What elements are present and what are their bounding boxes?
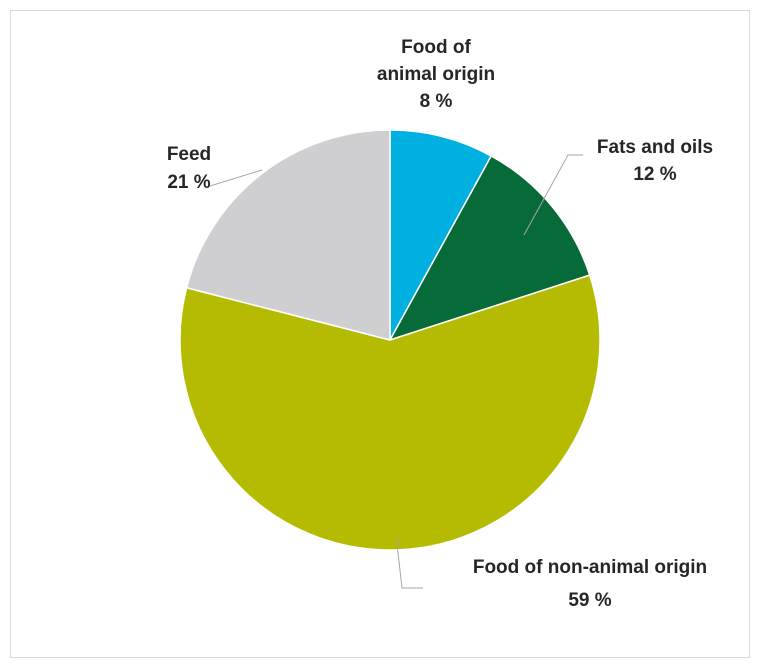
slice-food-non-animal-origin [179, 274, 601, 551]
label-name-food-animal-2: animal origin [377, 64, 495, 85]
label-value-food-animal: 8 % [420, 91, 453, 112]
label-name-feed: Feed [167, 144, 211, 165]
label-name-food-non-animal: Food of non-animal origin [473, 557, 707, 578]
label-value-fats-oils: 12 % [633, 164, 676, 185]
leader-lines [209, 154, 583, 589]
slice-feed [185, 129, 391, 341]
leader-line-food-non-animal [395, 534, 423, 589]
pie-slices [179, 129, 601, 551]
slice-food-animal-origin [389, 129, 493, 341]
leader-line-fats-oils [523, 154, 583, 236]
label-value-feed: 21 % [167, 172, 210, 193]
label-name-fats-oils: Fats and oils [597, 137, 713, 158]
leader-line-feed [209, 169, 263, 187]
label-name-food-animal-1: Food of [401, 37, 471, 58]
label-value-food-non-animal: 59 % [568, 590, 611, 611]
data-labels: Food of animal origin 8 % Fats and oils … [167, 37, 713, 611]
slice-fats-oils [388, 154, 591, 342]
